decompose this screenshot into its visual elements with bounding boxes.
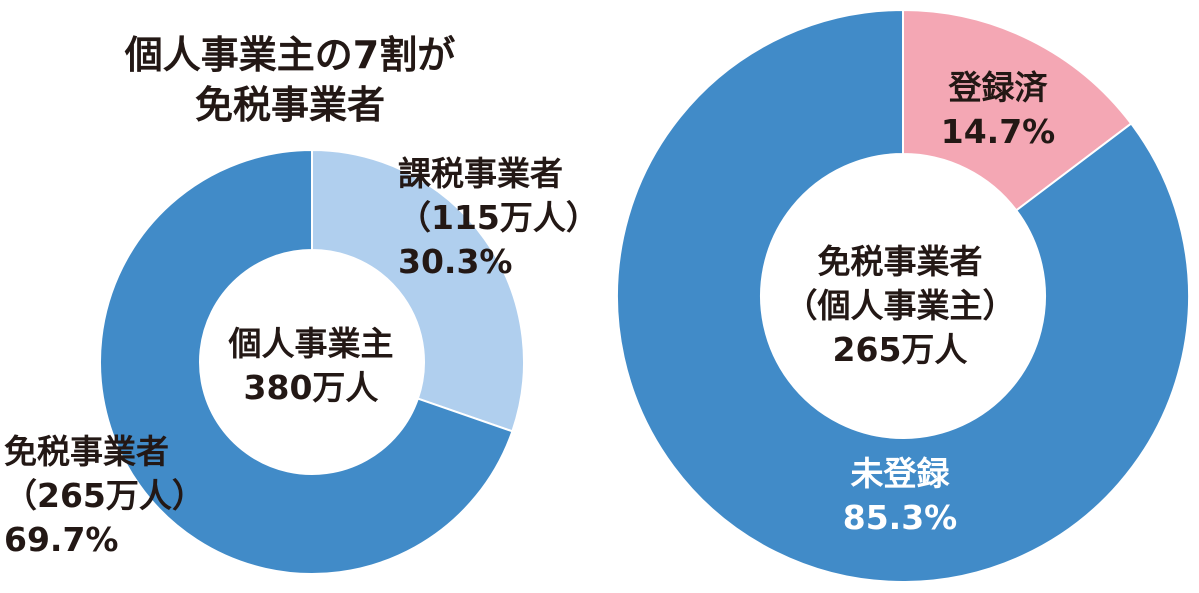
left-center-line-1: 個人事業主 bbox=[228, 324, 394, 363]
chart-title: 個人事業主の7割が 免税事業者 bbox=[90, 30, 490, 130]
right-center-line-2: （個人事業主） bbox=[784, 286, 1016, 325]
slice-label-exempt-count: （265万人） bbox=[4, 476, 205, 515]
donut-slice-exempt bbox=[99, 148, 514, 575]
slice-label-unregistered-name: 未登録 bbox=[850, 454, 950, 493]
left-center-label: 個人事業主 380万人 bbox=[200, 322, 422, 410]
slice-label-registered-name: 登録済 bbox=[948, 68, 1048, 107]
chart-title-line-1: 個人事業主の7割が bbox=[124, 33, 456, 77]
right-center-line-1: 免税事業者 bbox=[817, 242, 983, 281]
slice-label-unregistered: 未登録 85.3% bbox=[820, 452, 980, 540]
right-center-line-3: 265万人 bbox=[832, 330, 968, 369]
slice-label-taxable: 課税事業者 （115万人） 30.3% bbox=[398, 152, 599, 284]
right-center-label: 免税事業者 （個人事業主） 265万人 bbox=[760, 240, 1040, 372]
slice-label-taxable-pct: 30.3% bbox=[398, 242, 513, 281]
left-center-line-2: 380万人 bbox=[243, 368, 379, 407]
slice-label-exempt-name: 免税事業者 bbox=[4, 432, 169, 471]
donut-slice-unregistered bbox=[616, 8, 1190, 583]
slice-label-exempt: 免税事業者 （265万人） 69.7% bbox=[4, 430, 205, 562]
donut-slice-taxable bbox=[311, 148, 525, 433]
slice-label-registered: 登録済 14.7% bbox=[918, 66, 1078, 154]
donut-slice-registered bbox=[902, 8, 1133, 212]
slice-label-taxable-name: 課税事業者 bbox=[398, 154, 563, 193]
slice-label-taxable-count: （115万人） bbox=[398, 198, 599, 237]
chart-title-line-2: 免税事業者 bbox=[194, 83, 385, 127]
slice-label-registered-pct: 14.7% bbox=[940, 112, 1056, 151]
slice-label-exempt-pct: 69.7% bbox=[4, 520, 119, 559]
slice-label-unregistered-pct: 85.3% bbox=[842, 498, 958, 537]
